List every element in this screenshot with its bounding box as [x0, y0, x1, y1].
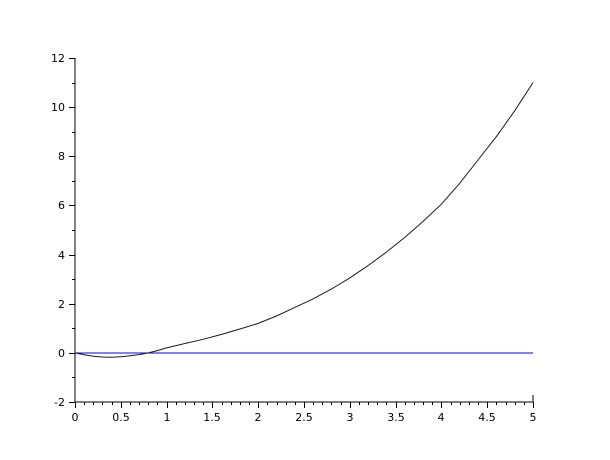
x-axis-ticks: 0 0.5 1 1.5 2 2.5 3 3.5 4 4.5 5	[72, 402, 537, 424]
x-tick-label: 2	[255, 411, 262, 424]
x-tick-label: 0	[72, 411, 79, 424]
y-tick-label: -2	[54, 396, 65, 409]
y-tick-label: 8	[58, 150, 65, 163]
y-tick-label: 12	[51, 52, 65, 65]
y-tick-label: 4	[58, 249, 65, 262]
y-tick-label: 6	[58, 199, 65, 212]
x-tick-label: 4.5	[478, 411, 496, 424]
series-curve	[74, 82, 534, 358]
x-tick-label: 4	[438, 411, 445, 424]
x-tick-label: 1.5	[203, 411, 221, 424]
x-tick-label: 3	[347, 411, 354, 424]
x-tick-label: 3.5	[387, 411, 405, 424]
axis-lines	[74, 58, 534, 403]
y-tick-label: 10	[51, 101, 65, 114]
y-tick-label: 2	[58, 298, 65, 311]
axes	[74, 58, 534, 403]
x-tick-label: 5	[530, 411, 537, 424]
y-tick-label: 0	[58, 347, 65, 360]
x-tick-label: 0.5	[112, 411, 130, 424]
x-tick-label: 1	[164, 411, 171, 424]
y-axis-ticks: -2 0 2 4 6 8 10 12	[51, 52, 75, 409]
x-tick-label: 2.5	[295, 411, 313, 424]
